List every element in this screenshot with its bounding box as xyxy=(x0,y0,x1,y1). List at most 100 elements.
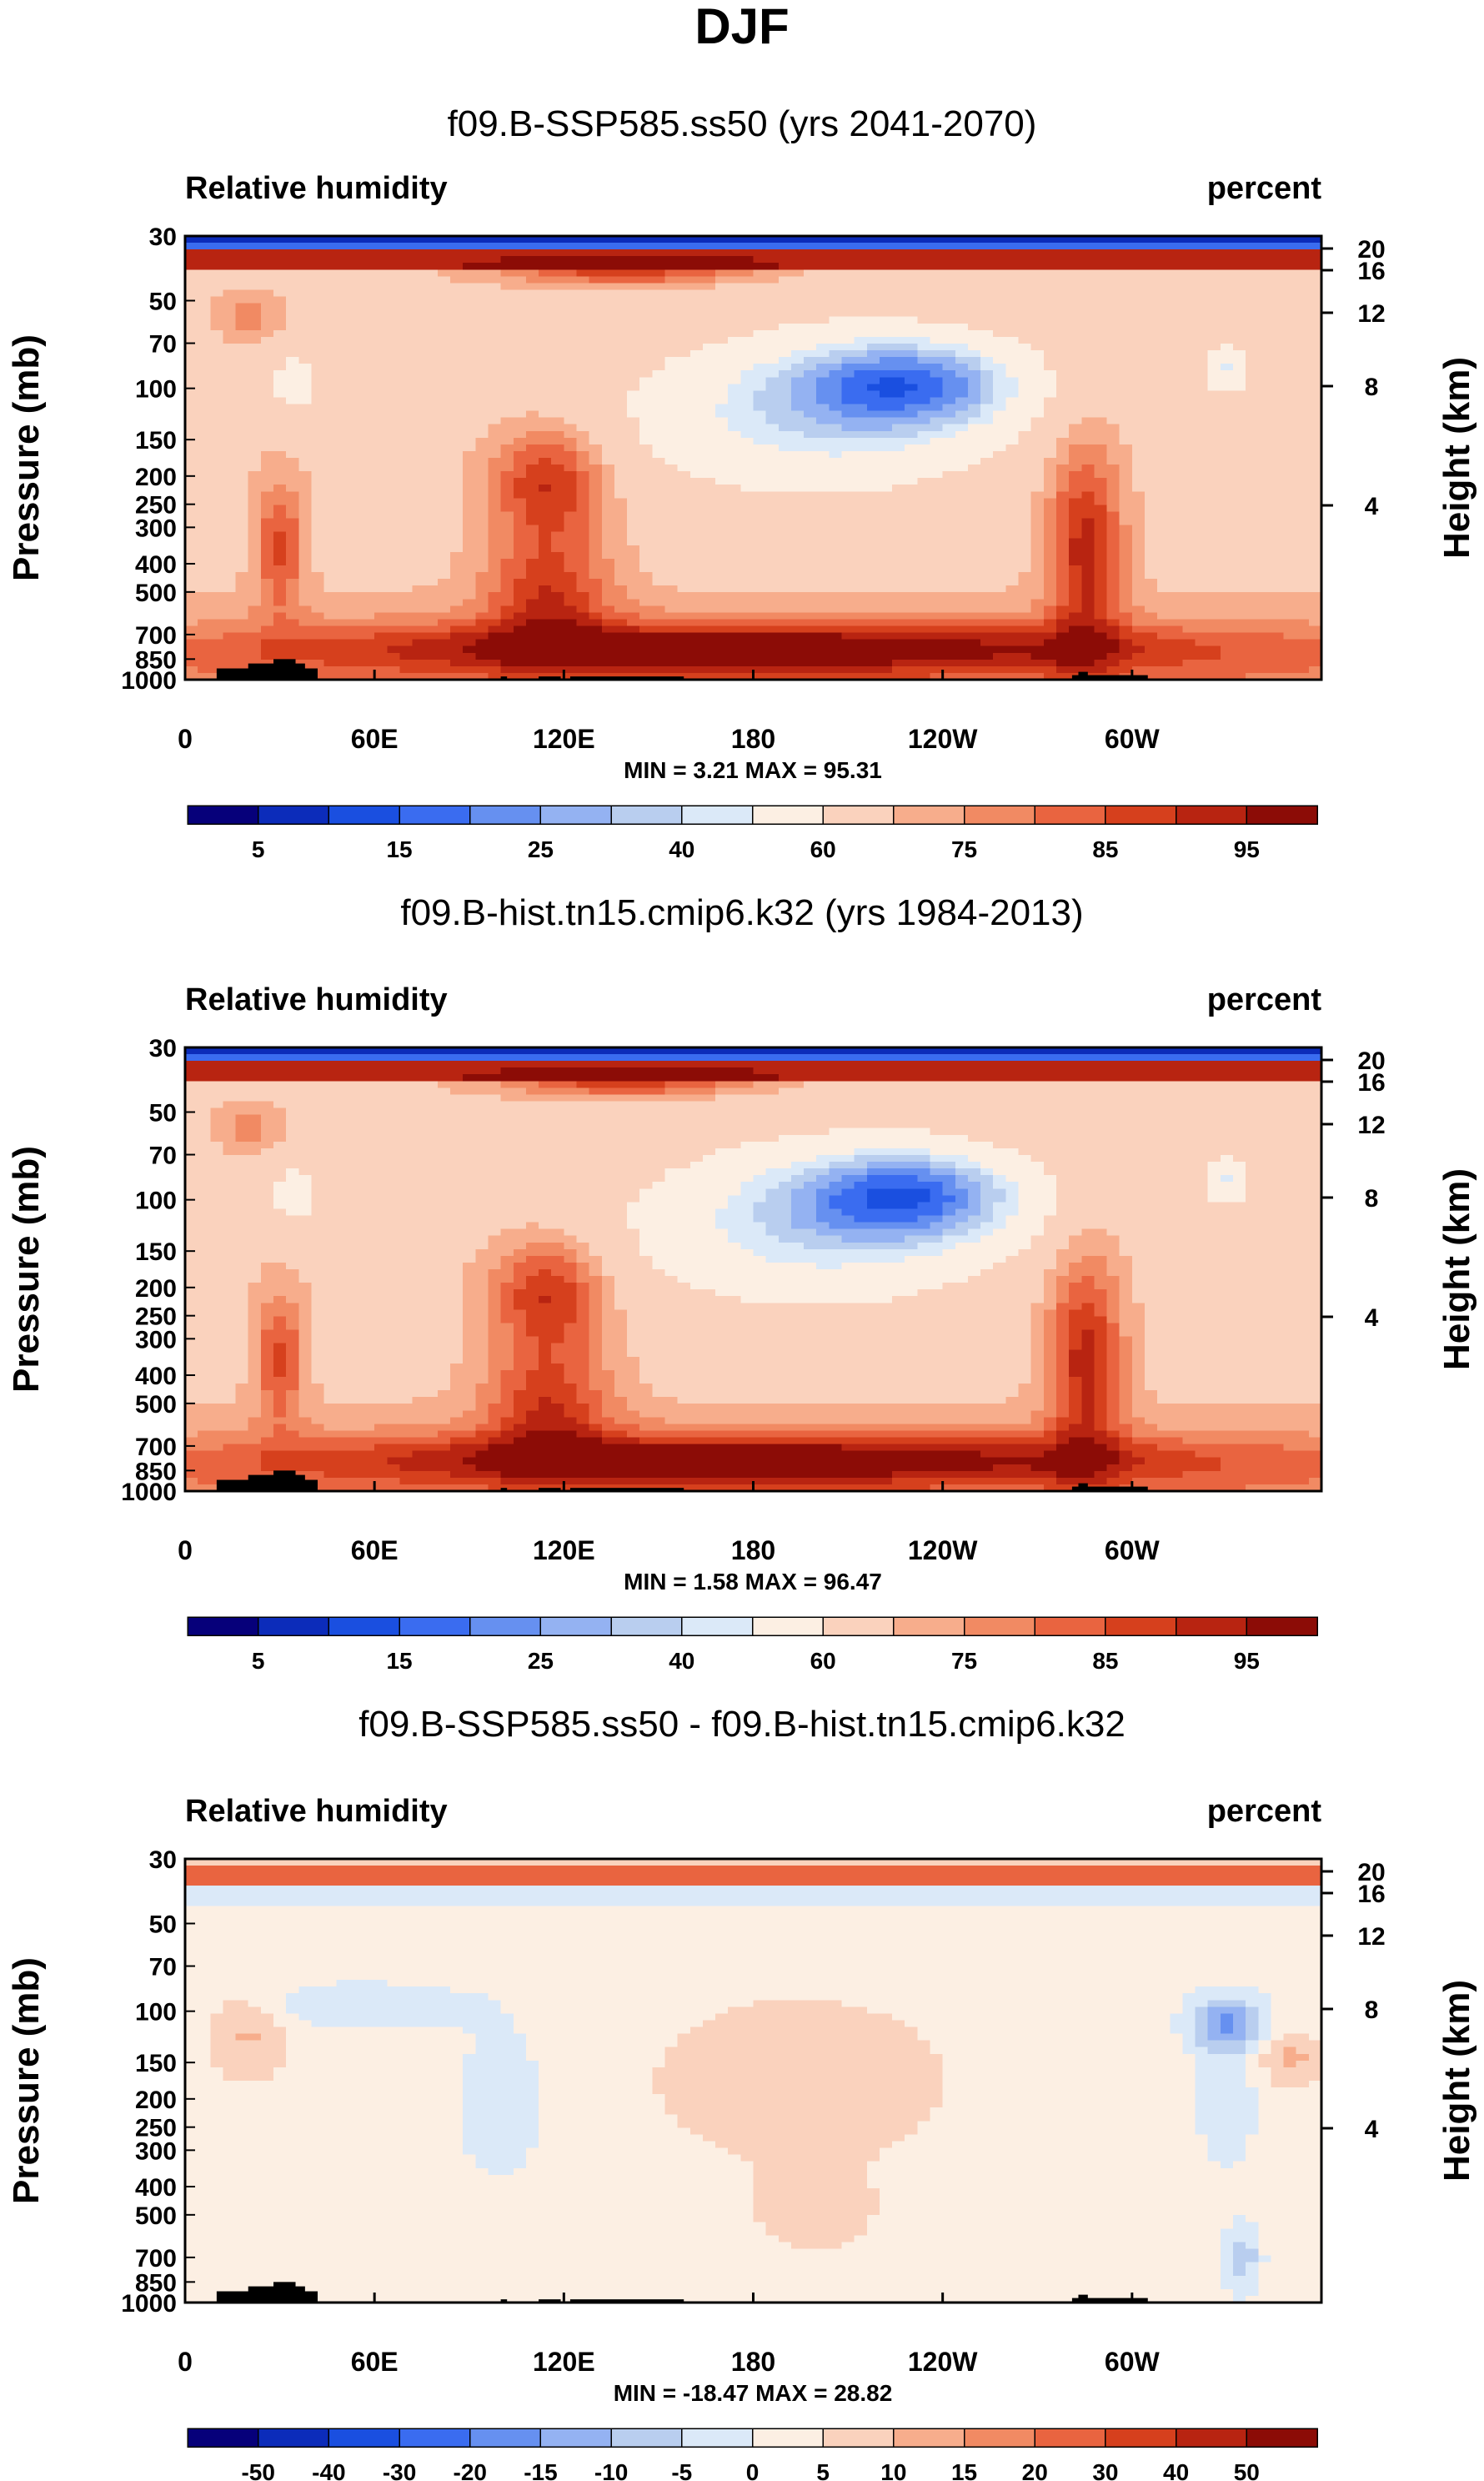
field-cell xyxy=(639,531,653,540)
field-cell xyxy=(589,498,603,506)
field-cell xyxy=(286,410,299,419)
field-cell xyxy=(1030,485,1045,492)
field-cell xyxy=(1005,236,1020,244)
field-cell xyxy=(1296,572,1310,580)
field-cell xyxy=(930,236,944,244)
field-cell xyxy=(564,296,578,304)
field-cell xyxy=(399,316,414,324)
field-cell xyxy=(399,450,414,459)
field-cell xyxy=(765,289,780,298)
field-cell xyxy=(223,465,237,472)
field-cell xyxy=(664,592,679,600)
field-cell xyxy=(1207,350,1221,358)
field-cell xyxy=(728,256,741,264)
field-cell xyxy=(804,511,817,520)
field-cell xyxy=(715,511,729,520)
field-cell xyxy=(790,518,805,526)
field-cell xyxy=(198,316,211,324)
field-cell xyxy=(1246,283,1259,291)
field-cell xyxy=(1030,565,1045,573)
field-cell xyxy=(1081,558,1095,566)
field-cell xyxy=(778,450,792,459)
field-cell xyxy=(525,236,539,244)
field-cell xyxy=(1018,579,1032,586)
field-cell xyxy=(955,485,969,492)
field-cell xyxy=(539,377,552,384)
field-cell xyxy=(387,592,401,600)
field-cell xyxy=(715,437,729,445)
field-cell xyxy=(298,397,313,405)
field-cell xyxy=(513,599,527,606)
field-cell xyxy=(1055,323,1070,331)
field-cell xyxy=(841,450,855,459)
field-cell xyxy=(1308,450,1322,459)
field-cell xyxy=(614,579,628,586)
field-cell xyxy=(260,485,274,492)
field-cell xyxy=(677,404,691,412)
field-cell xyxy=(804,478,817,485)
field-cell xyxy=(627,343,640,351)
field-cell xyxy=(198,384,211,391)
field-cell xyxy=(589,343,603,351)
field-cell xyxy=(475,538,489,546)
field-cell xyxy=(627,531,640,540)
field-cell xyxy=(500,364,514,371)
field-cell xyxy=(387,404,401,412)
field-cell xyxy=(362,531,375,540)
field-cell xyxy=(955,538,969,546)
field-cell xyxy=(677,397,691,405)
field-cell xyxy=(362,525,375,533)
field-cell xyxy=(1081,283,1095,291)
field-cell xyxy=(235,592,249,600)
field-cell xyxy=(1144,592,1158,600)
field-cell xyxy=(1030,350,1045,358)
field-cell xyxy=(198,498,211,506)
field-cell xyxy=(829,599,843,606)
field-cell xyxy=(614,316,628,324)
field-cell xyxy=(1170,269,1184,277)
field-cell xyxy=(539,450,552,459)
field-cell xyxy=(1005,336,1020,344)
field-cell xyxy=(399,525,414,533)
field-cell xyxy=(1271,444,1285,452)
field-cell xyxy=(765,390,780,399)
field-cell xyxy=(525,471,539,479)
field-cell xyxy=(1232,336,1246,344)
field-cell xyxy=(336,397,350,405)
field-cell xyxy=(298,450,313,459)
field-cell xyxy=(412,263,426,270)
field-cell xyxy=(728,465,741,472)
field-cell xyxy=(273,404,287,412)
field-cell xyxy=(1283,471,1297,479)
field-cell xyxy=(993,357,1006,364)
field-cell xyxy=(1170,417,1184,425)
field-cell xyxy=(1069,437,1082,445)
field-cell xyxy=(728,424,741,432)
field-cell xyxy=(1195,309,1209,318)
field-cell xyxy=(930,444,944,452)
field-cell xyxy=(967,370,981,378)
field-cell xyxy=(525,364,539,371)
field-cell xyxy=(1094,263,1108,270)
field-cell xyxy=(311,364,325,371)
field-cell xyxy=(1258,538,1272,546)
field-cell xyxy=(248,572,262,580)
field-cell xyxy=(513,404,527,412)
field-cell xyxy=(930,465,944,472)
field-cell xyxy=(1232,269,1246,277)
field-cell xyxy=(715,263,729,270)
field-cell xyxy=(551,303,564,311)
field-cell xyxy=(260,390,274,399)
field-cell xyxy=(702,450,716,459)
field-cell xyxy=(905,491,918,499)
field-cell xyxy=(1094,329,1108,338)
field-cell xyxy=(273,256,287,264)
field-cell xyxy=(790,430,805,439)
field-cell xyxy=(740,511,755,520)
field-cell xyxy=(614,283,628,291)
field-cell xyxy=(627,465,640,472)
field-cell xyxy=(652,263,666,270)
field-cell xyxy=(1094,485,1108,492)
field-cell xyxy=(930,518,944,526)
field-cell xyxy=(1207,303,1221,311)
